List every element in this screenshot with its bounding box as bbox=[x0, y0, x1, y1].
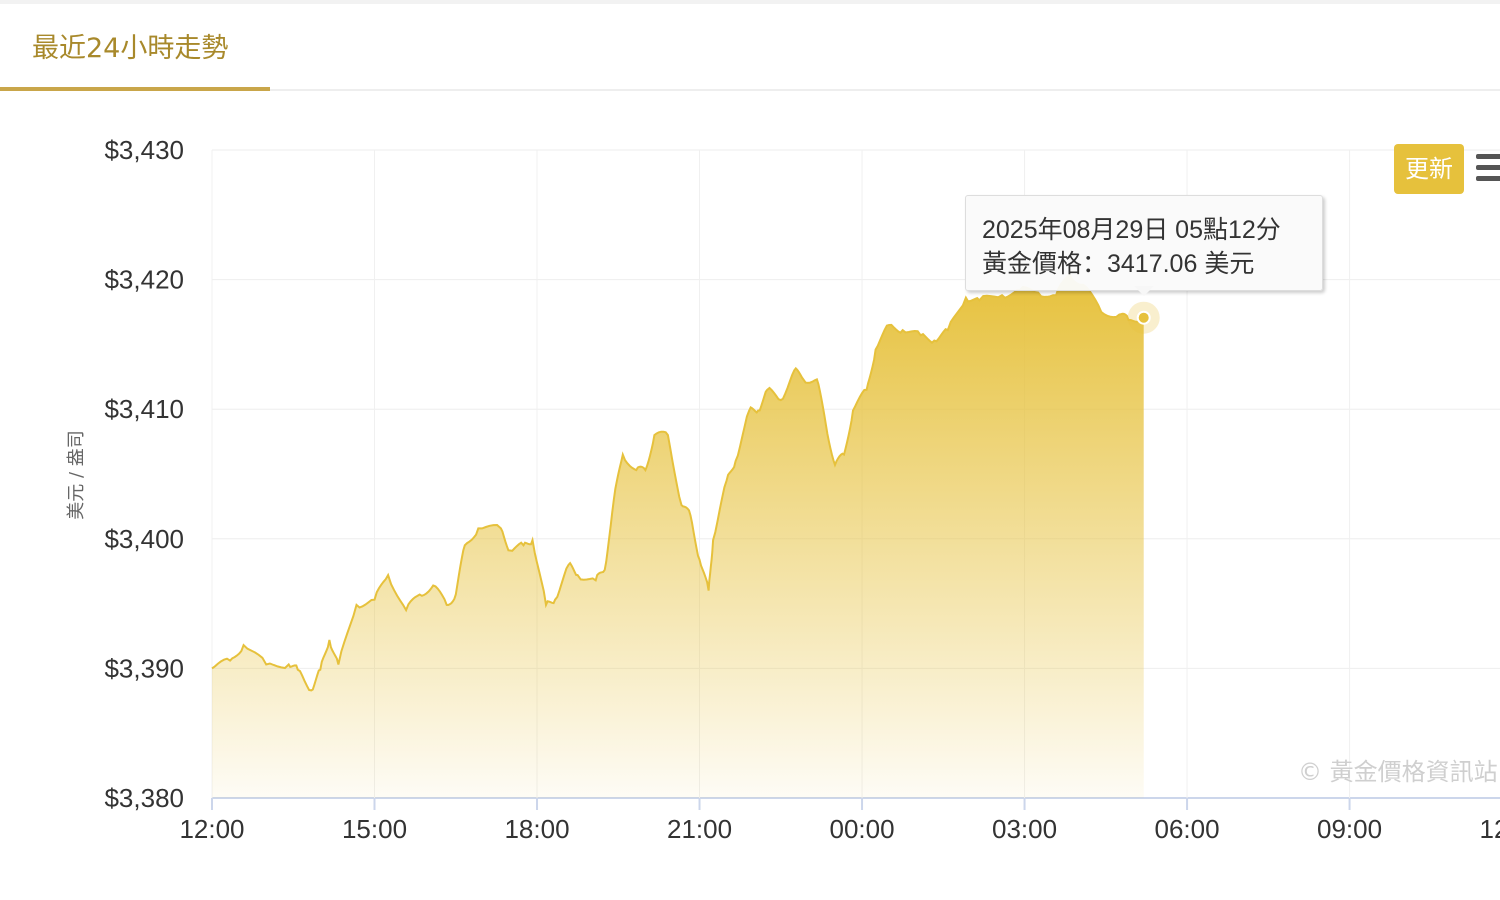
hamburger-menu-icon[interactable] bbox=[1476, 154, 1500, 182]
x-tick-label: 12:00 bbox=[179, 814, 244, 844]
series-area bbox=[212, 274, 1144, 798]
watermark: © 黃金價格資訊站 bbox=[1298, 758, 1498, 786]
x-tick-label: 09:00 bbox=[1317, 814, 1382, 844]
tooltip-price: 黃金價格：3417.06 美元 bbox=[982, 250, 1255, 278]
x-tick-label: 06:00 bbox=[1155, 814, 1220, 844]
y-tick-label: $3,400 bbox=[104, 524, 184, 554]
x-tick-label: 21:00 bbox=[667, 814, 732, 844]
y-tick-label: $3,380 bbox=[104, 783, 184, 813]
tooltip-datetime: 2025年08月29日 05點12分 bbox=[982, 216, 1281, 244]
series-line bbox=[211, 272, 1145, 692]
y-axis: $3,380 $3,390 $3,400 $3,410 $3,420 $3,430 bbox=[104, 135, 184, 813]
x-tick-label: 15:00 bbox=[342, 814, 407, 844]
tab-label: 最近24小時走勢 bbox=[32, 33, 229, 64]
x-tick-label: 00:00 bbox=[830, 814, 895, 844]
y-axis-title: 美元 / 盎司 bbox=[66, 430, 87, 520]
tab-bar: 最近24小時走勢 bbox=[0, 4, 1500, 91]
highlight-point[interactable] bbox=[1136, 310, 1151, 325]
tab-24h-trend[interactable]: 最近24小時走勢 bbox=[0, 4, 270, 91]
x-tick-label: 03:00 bbox=[992, 814, 1057, 844]
x-tick-label: 18:00 bbox=[504, 814, 569, 844]
tooltip: 2025年08月29日 05點12分 黃金價格：3417.06 美元 bbox=[965, 195, 1323, 291]
y-tick-label: $3,430 bbox=[104, 135, 184, 165]
top-border bbox=[0, 0, 1500, 4]
tooltip-arrow bbox=[1134, 286, 1154, 296]
y-tick-label: $3,410 bbox=[104, 394, 184, 424]
x-axis: 12:00 15:00 18:00 21:00 00:00 03:00 06:00 09:00… bbox=[179, 798, 1500, 844]
y-tick-label: $3,390 bbox=[104, 653, 184, 683]
y-tick-label: $3,420 bbox=[104, 265, 184, 295]
update-button[interactable]: 更新 bbox=[1394, 144, 1464, 194]
x-tick-label: 12:00 bbox=[1480, 814, 1500, 844]
